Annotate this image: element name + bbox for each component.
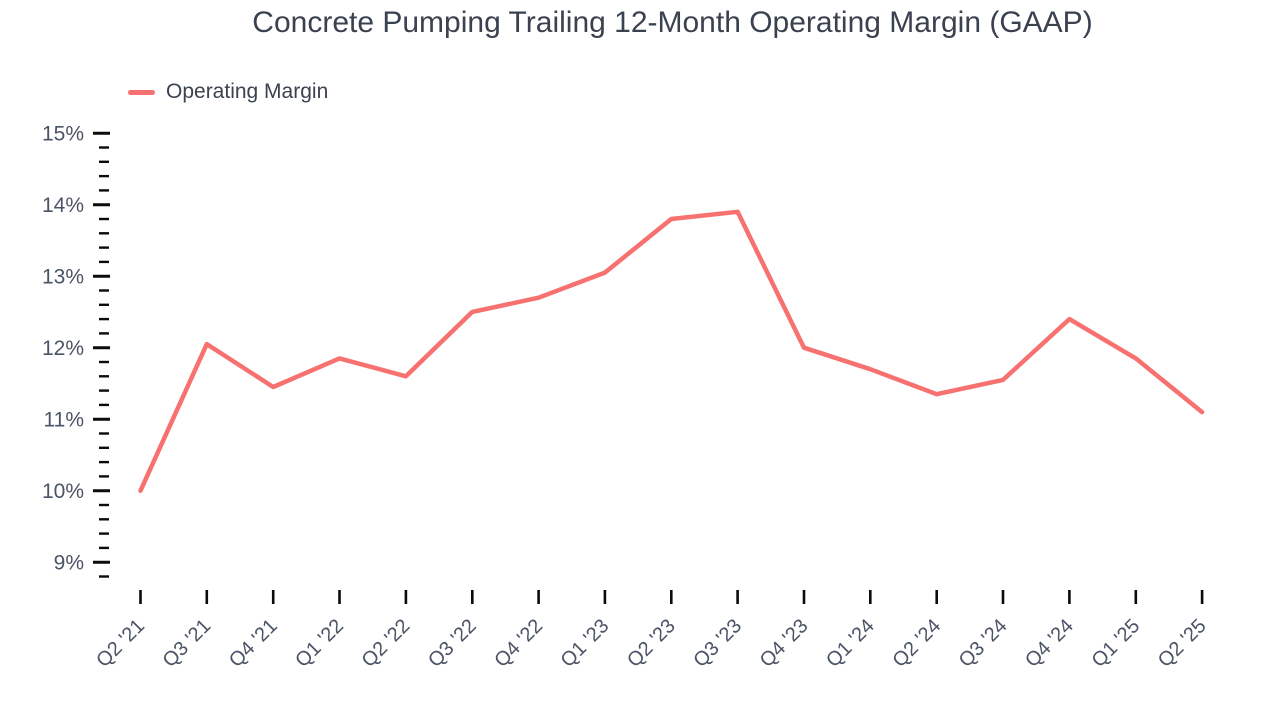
y-axis-label: 10%: [42, 480, 84, 503]
x-axis-label: Q1 '22: [291, 615, 348, 672]
x-axis-label: Q4 '24: [1021, 615, 1078, 672]
series-line-operating-margin: [138, 209, 1205, 493]
y-axis-label: 12%: [42, 337, 84, 360]
y-axis-label: 15%: [42, 123, 84, 146]
y-axis-label: 9%: [54, 552, 84, 575]
x-axis-label: Q3 '22: [424, 615, 481, 672]
x-axis-label: Q4 '23: [756, 615, 813, 672]
chart-title: Concrete Pumping Trailing 12-Month Opera…: [252, 6, 1093, 39]
x-axis-label: Q2 '25: [1154, 615, 1211, 672]
x-axis-label: Q2 '23: [623, 615, 680, 672]
legend-label-operating-margin: Operating Margin: [166, 80, 329, 103]
legend-marker-operating-margin: [128, 89, 155, 95]
y-axis-label: 14%: [42, 194, 84, 217]
x-axis-label: Q4 '21: [225, 615, 282, 672]
y-axis-label: 13%: [42, 266, 84, 289]
legend: Operating Margin: [128, 80, 328, 104]
x-axis-label: Q3 '21: [159, 615, 216, 672]
x-axis-label: Q1 '23: [557, 615, 614, 672]
y-axis-label: 11%: [44, 409, 84, 432]
x-axis-label: Q1 '25: [1088, 615, 1145, 672]
x-axis-label: Q4 '22: [490, 615, 547, 672]
x-axis-label: Q3 '23: [689, 615, 746, 672]
x-axis-label: Q1 '24: [822, 615, 879, 672]
x-axis-label: Q2 '24: [888, 615, 945, 672]
x-axis-label: Q3 '24: [955, 615, 1012, 672]
x-axis-label: Q2 '21: [92, 615, 149, 672]
x-axis-label: Q2 '22: [358, 615, 415, 672]
